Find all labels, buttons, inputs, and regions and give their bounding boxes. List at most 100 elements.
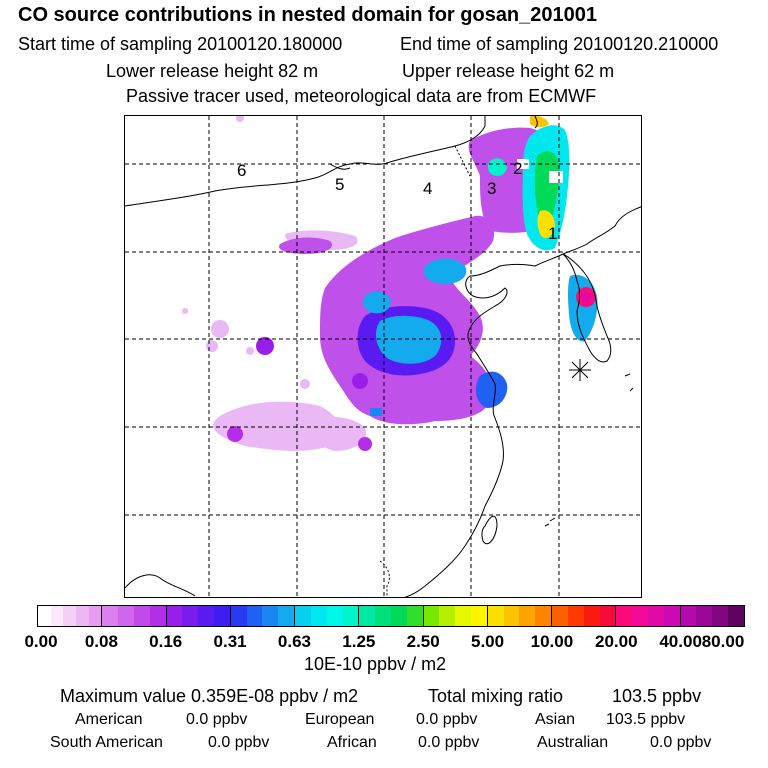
colorbar [37,605,745,627]
colorbar-segment [552,606,617,626]
colorbar-swatch [680,606,697,626]
region-label-6: 6 [237,161,246,180]
region-label-5: 5 [335,175,344,194]
colorbar-swatch [230,606,247,626]
colorbar-swatch [88,606,102,626]
colorbar-swatch [278,606,295,626]
colorbar-swatch [663,606,680,626]
colorbar-swatch [213,606,230,626]
colorbar-segment [359,606,424,626]
colorbar-swatch [583,606,600,626]
colorbar-swatch [38,606,51,626]
colorbar-swatch [519,606,536,626]
colorbar-swatch [503,606,520,626]
colorbar-swatch [599,606,616,626]
colorbar-swatch [712,606,729,626]
colorbar-swatch [439,606,456,626]
map-grid [125,116,641,597]
colorbar-segment [38,606,103,626]
colorbar-swatch [535,606,552,626]
colorbar-swatch [342,606,359,626]
american-value: 0.0 ppbv [186,711,248,728]
colorbar-segment [230,606,296,626]
colorbar-swatch [552,606,568,626]
colorbar-swatch [375,606,391,626]
asian-label: Asian [535,711,576,728]
colorbar-unit: 10E-10 ppbv / m2 [304,654,447,674]
colorbar-swatch [390,606,407,626]
african-label: African [327,734,377,751]
colorbar-swatch [359,606,376,626]
colorbar-swatch [423,606,440,626]
upper-release-label: Upper release height 62 m [402,61,615,81]
colorbar-swatch [246,606,263,626]
total-mixing-label: Total mixing ratio [428,686,564,706]
lower-release-label: Lower release height 82 m [106,61,319,81]
colorbar-swatch [63,606,76,626]
colorbar-swatch [149,606,166,626]
colorbar-swatch [198,606,214,626]
total-mixing-value: 103.5 ppbv [612,686,702,706]
australian-label: Australian [537,734,609,751]
colorbar-tick-label: 0.16 [149,632,183,651]
south-american-value: 0.0 ppbv [208,734,270,751]
colorbar-swatch [648,606,664,626]
map-canvas: 1 2 3 4 5 6 [125,116,641,597]
coastlines [125,116,641,597]
map-panel: 1 2 3 4 5 6 [124,115,642,598]
colorbar-segment [487,606,553,626]
plot-title: CO source contributions in nested domain… [18,4,598,26]
colorbar-swatch [567,606,584,626]
australian-value: 0.0 ppbv [650,734,712,751]
colorbar-swatch [133,606,150,626]
colorbar-segment [680,606,744,626]
colorbar-tick-label: 1.25 [342,632,376,651]
colorbar-swatch [728,606,744,626]
colorbar-swatch [102,606,119,626]
region-label-4: 4 [423,179,432,198]
colorbar-swatch [696,606,713,626]
colorbar-tick-label: 80.00 [701,632,745,651]
colorbar-segment [166,606,231,626]
colorbar-swatch [182,606,199,626]
colorbar-tick-label: 2.50 [406,632,440,651]
colorbar-tick-label: 0.63 [277,632,311,651]
colorbar-swatch [50,606,64,626]
colorbar-tick-label: 20.00 [594,632,638,651]
colorbar-swatch [326,606,343,626]
south-american-label: South American [50,734,163,751]
colorbar-swatch [487,606,504,626]
end-time-label: End time of sampling 20100120.210000 [400,34,719,54]
start-time-label: Start time of sampling 20100120.180000 [18,34,343,54]
colorbar-swatch [632,606,649,626]
asian-value: 103.5 ppbv [606,711,686,728]
european-value: 0.0 ppbv [416,711,478,728]
colorbar-tick-label: 5.00 [470,632,505,651]
colorbar-swatch [75,606,89,626]
colorbar-swatch [471,606,487,626]
colorbar-segment [295,606,360,626]
african-value: 0.0 ppbv [418,734,480,751]
plume-blue [357,258,508,416]
region-label-2: 2 [513,159,522,178]
colorbar-swatch [295,606,311,626]
colorbar-tick-label: 10.00 [530,632,574,651]
european-label: European [305,711,375,728]
tracer-note: Passive tracer used, meteorological data… [126,86,597,106]
max-value-text: Maximum value 0.359E-08 ppbv / m2 [60,686,359,706]
colorbar-tick-label: 0.31 [213,632,247,651]
colorbar-swatch [616,606,633,626]
colorbar-swatch [262,606,279,626]
colorbar-swatch [166,606,183,626]
colorbar-swatch [455,606,472,626]
colorbar-segment [423,606,488,626]
colorbar-tick-label: 0.00 [24,632,58,651]
colorbar-swatch [406,606,423,626]
colorbar-swatch [310,606,327,626]
american-label: American [75,711,143,728]
region-label-1: 1 [548,224,557,243]
colorbar-swatch [118,606,134,626]
region-label-3: 3 [487,179,496,198]
colorbar-tick-label: 40.00 [659,632,702,651]
colorbar-segment [102,606,167,626]
